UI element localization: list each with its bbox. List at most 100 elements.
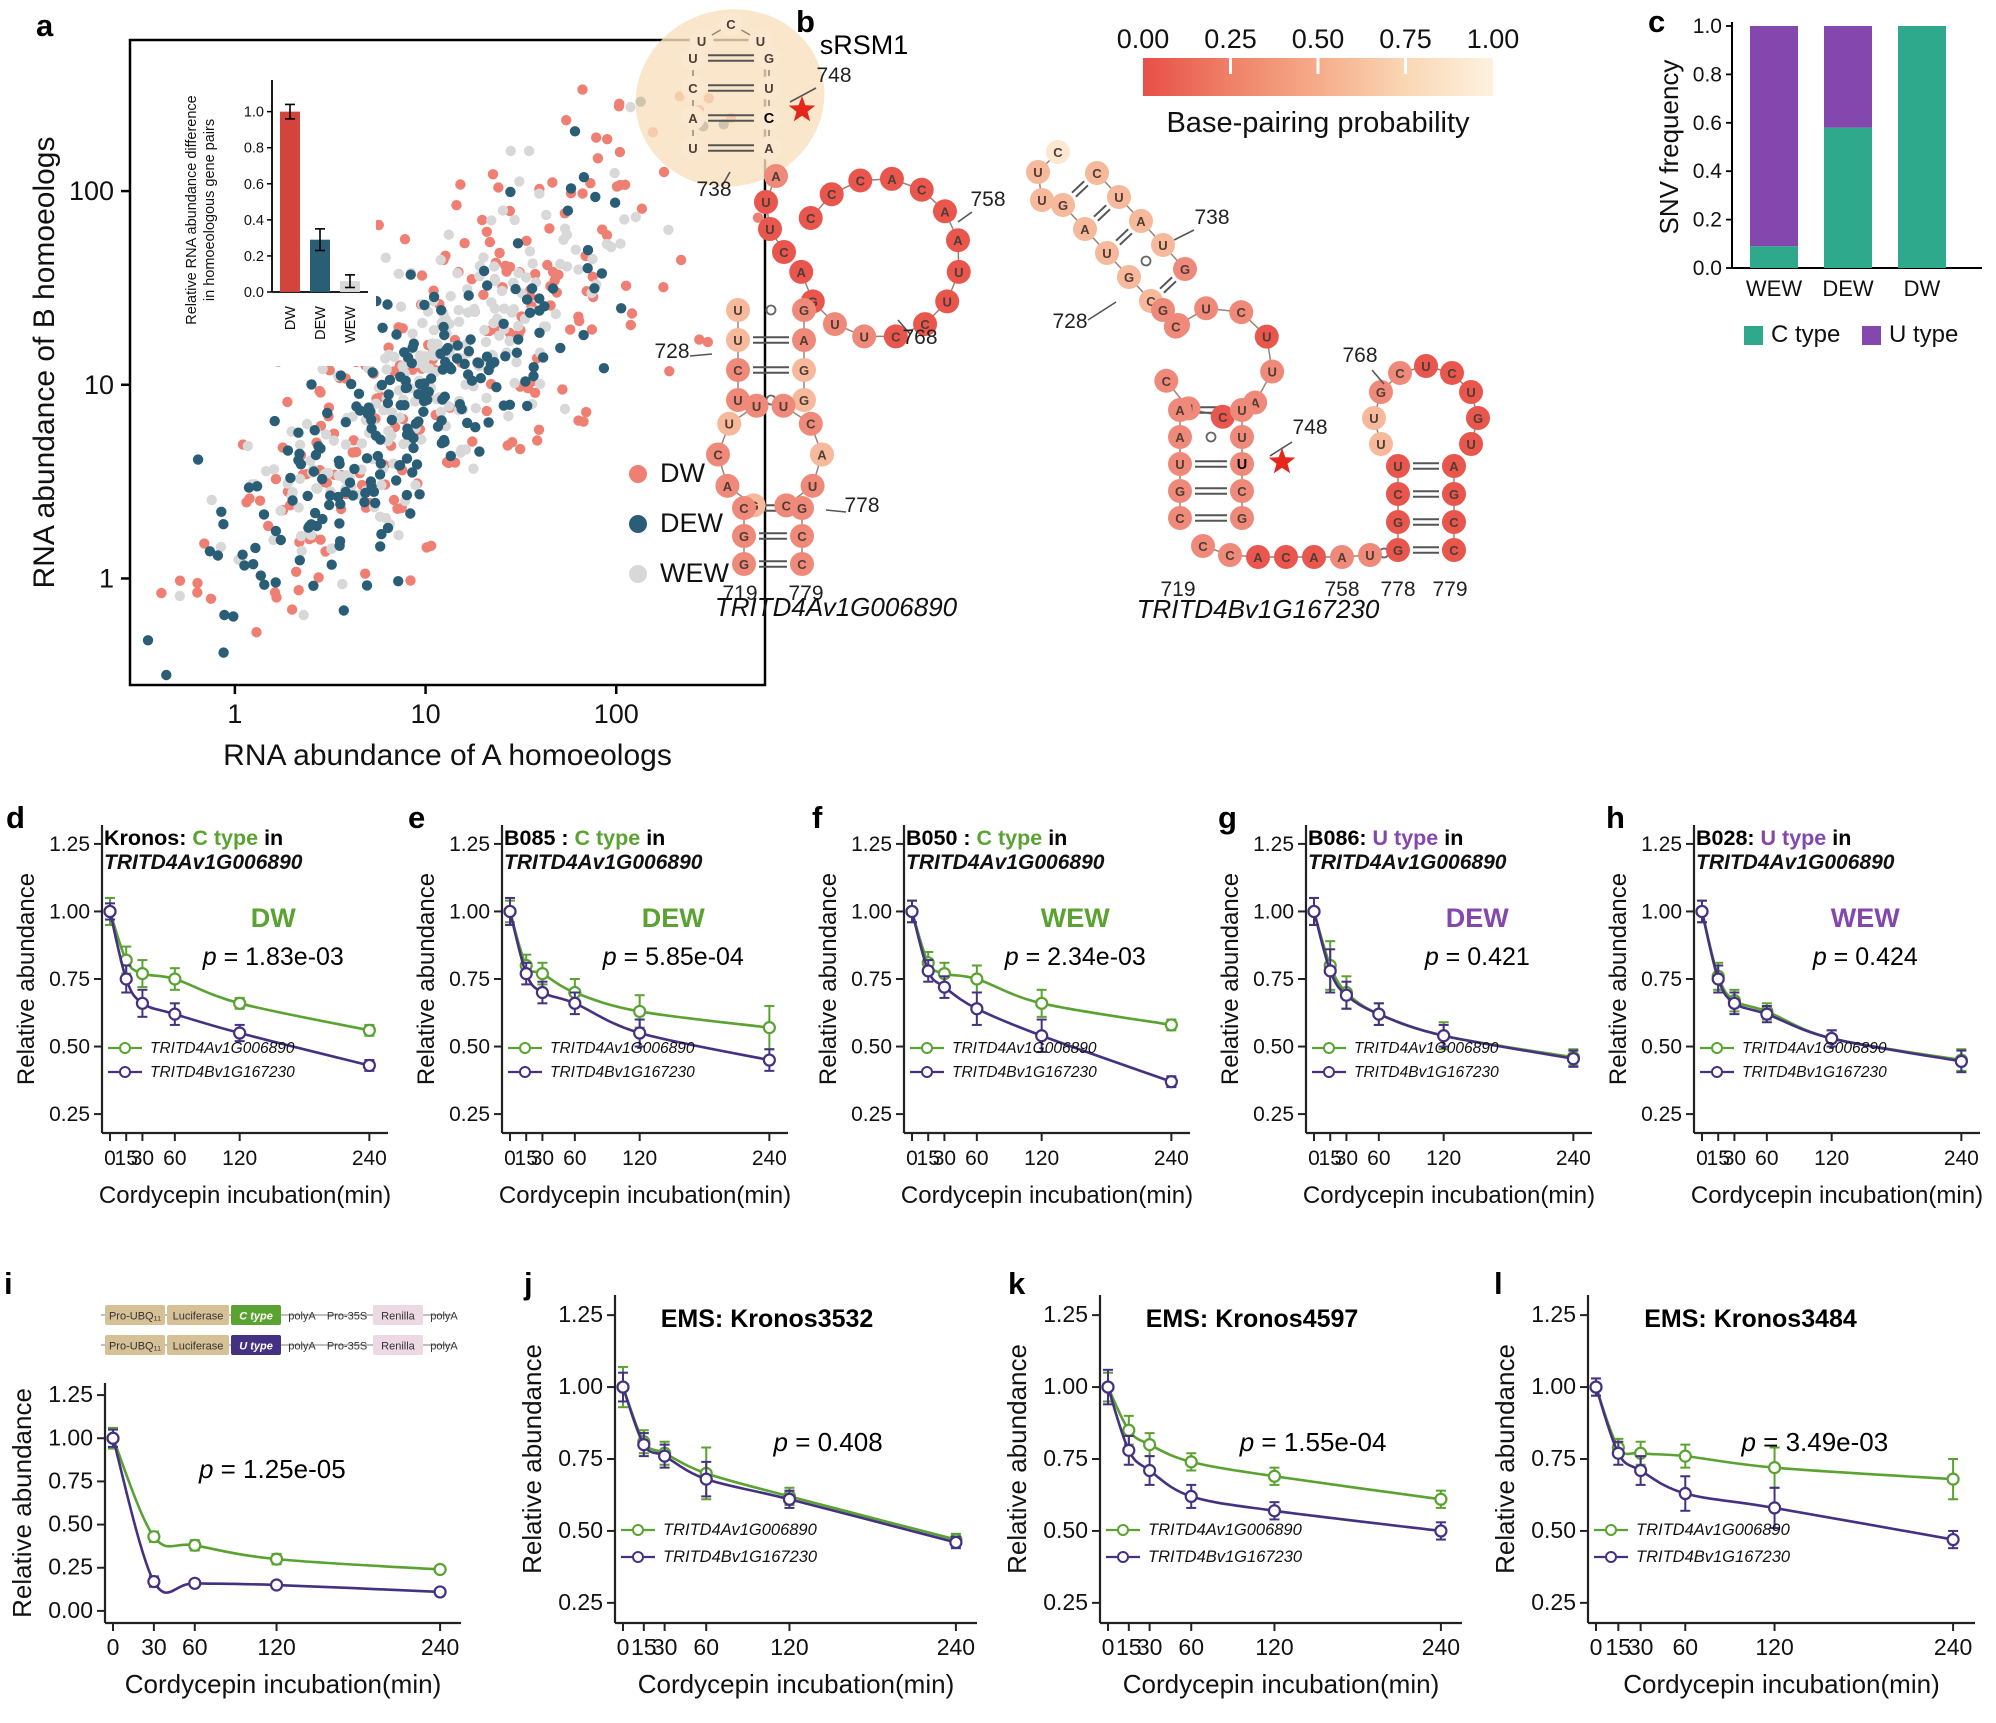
svg-text:U: U [1267,365,1276,380]
data-point [1589,1380,1603,1394]
svg-text:C: C [1198,539,1208,554]
svg-text:240: 240 [1154,1147,1189,1170]
svg-text:C: C [917,183,927,198]
legend-gene-A: TRITD4Av1G006890 [550,1040,695,1057]
nucleotide-bead [1368,380,1393,404]
data-point [362,1058,376,1073]
data-point [782,1492,797,1506]
legend-gene-B: TRITD4Bv1G167230 [1148,1548,1303,1566]
svg-text:C: C [1175,511,1185,526]
nucleotide-bead [1129,209,1153,233]
data-point [1437,1029,1451,1043]
data-point [616,1380,630,1394]
svg-text:0.50: 0.50 [449,1036,490,1059]
svg-text:60: 60 [563,1147,586,1170]
x-axis-label: Cordycepin incubation(min) [1303,1182,1595,1209]
data-point [1035,1029,1049,1043]
data-point [1101,1380,1115,1394]
nucleotide-bead [1168,479,1192,503]
svg-text:U: U [1466,385,1475,400]
bar-utype-DEW [1824,26,1872,128]
legend-gene-B: TRITD4Bv1G167230 [952,1064,1097,1081]
rna-structure-right: UUCGCAUUAGUCGGCCUCUUACUCAUAUUUGCCGCCACAA… [1026,140,1490,624]
condition-label: WEW [1831,903,1900,933]
nucleotide-bead [1386,538,1410,562]
data-point [1954,1054,1968,1069]
inset-bar-DW [280,111,300,293]
data-point [1143,1463,1157,1478]
svg-text:1.00: 1.00 [1043,1373,1088,1399]
svg-text:120: 120 [257,1634,295,1660]
svg-text:G: G [1449,487,1459,502]
svg-text:1.00: 1.00 [1531,1373,1576,1399]
svg-text:U: U [688,51,697,66]
data-point [1307,904,1321,919]
nucleotide-bead [1386,482,1410,506]
nucleotide-bead [1459,432,1484,456]
svg-text:C: C [764,111,775,127]
data-point [1164,1075,1178,1089]
nucleotide-bead [790,524,814,548]
svg-text:0: 0 [107,1634,120,1660]
bar-ctype-DW [1898,26,1946,268]
svg-text:A: A [771,169,781,184]
position-label-758: 758 [970,188,1005,211]
svg-text:0.75: 0.75 [851,968,892,991]
data-point [568,996,582,1010]
panel-label-g: g [1218,800,1237,835]
svg-text:0.75: 0.75 [48,1467,93,1493]
svg-text:1: 1 [99,563,114,593]
data-point [1678,1486,1692,1501]
svg-text:120: 120 [1426,1147,1461,1170]
svg-text:1.00: 1.00 [49,900,90,923]
legend-gene-A: TRITD4Av1G006890 [150,1040,295,1057]
data-point [921,964,935,978]
nucleotide-bead [1230,506,1254,530]
svg-text:60: 60 [182,1634,208,1660]
nucleotide-bead [772,240,796,264]
construct-label: Pro-35S [327,1341,367,1353]
data-point [1122,1423,1136,1437]
legend-gene-A: TRITD4Av1G006890 [952,1040,1097,1057]
svg-text:0: 0 [906,1147,918,1170]
svg-text:15: 15 [115,1147,138,1170]
svg-text:0: 0 [1308,1147,1320,1170]
svg-text:0.75: 0.75 [49,968,90,991]
svg-text:0: 0 [1102,1634,1115,1660]
nucleotide-bead [681,76,705,100]
panel-label-a: a [36,8,54,43]
svg-text:0.25: 0.25 [1531,1589,1576,1615]
data-point [188,1538,202,1552]
svg-text:C: C [782,498,792,513]
colorbar-title: Base-pairing probability [1166,107,1470,139]
legend-gene-B: TRITD4Bv1G167230 [1742,1064,1887,1081]
legend-gene-B: TRITD4Bv1G167230 [1354,1064,1499,1081]
svg-text:C: C [806,417,816,432]
x-axis-label: Cordycepin incubation(min) [638,1669,954,1699]
legend-gene-B: TRITD4Bv1G167230 [663,1548,818,1566]
nucleotide-bead [819,182,844,207]
nucleotide-bead [1026,160,1050,184]
svg-text:U: U [1376,437,1385,452]
svg-text:DEW: DEW [1822,276,1874,301]
svg-text:0.00: 0.00 [48,1597,93,1623]
position-label-779: 779 [788,582,823,605]
data-point [762,1021,776,1035]
svg-text:U: U [725,417,734,432]
svg-text:C: C [1393,487,1403,502]
nucleotide-bead [852,324,877,349]
panel-a-scatter-chart: 1 1 10 10 100 100 RNA abundance of A homoeolog… [28,38,767,772]
svg-text:0.6: 0.6 [1693,112,1722,135]
snv-star-icon [1268,448,1296,474]
svg-text:15: 15 [515,1147,538,1170]
nucleotide-bead [757,136,781,160]
data-point [1634,1463,1648,1478]
nucleotide-bead [726,328,750,352]
data-point [633,1004,647,1019]
construct-label: Pro-35S [327,1311,367,1323]
svg-text:C: C [1447,366,1457,381]
panel-label-h: h [1606,800,1625,835]
svg-text:0.0: 0.0 [1693,257,1722,280]
construct-label: C type [239,1311,273,1323]
